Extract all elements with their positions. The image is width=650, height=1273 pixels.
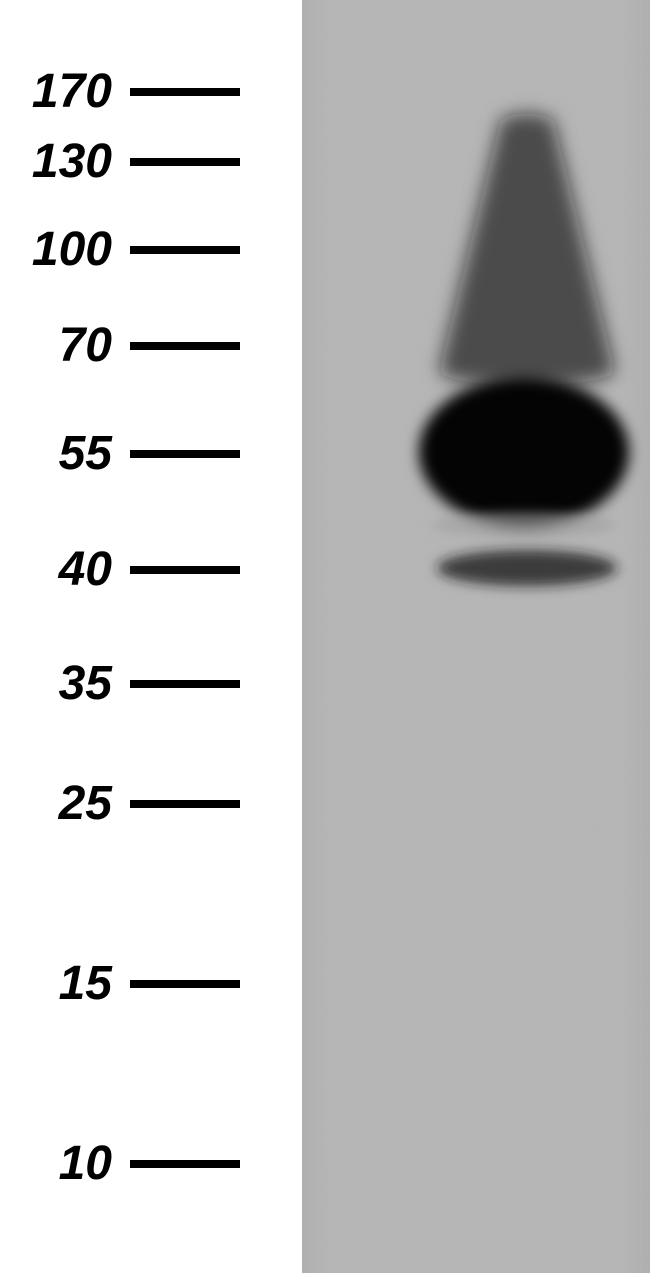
ladder-label: 10 <box>0 1136 130 1191</box>
ladder-marker-170: 170 <box>0 64 300 119</box>
ladder-label: 35 <box>0 656 130 711</box>
ladder-marker-70: 70 <box>0 318 300 373</box>
ladder-marker-15: 15 <box>0 956 300 1011</box>
band-main-band-55 <box>419 377 629 527</box>
ladder-tick <box>130 450 240 458</box>
western-blot-lane <box>302 0 650 1273</box>
ladder-tick <box>130 88 240 96</box>
ladder-marker-25: 25 <box>0 776 300 831</box>
ladder-tick <box>130 980 240 988</box>
ladder-label: 70 <box>0 318 130 373</box>
ladder-tick <box>130 158 240 166</box>
ladder-marker-130: 130 <box>0 134 300 189</box>
ladder-tick <box>130 566 240 574</box>
band-gap-ghost <box>432 512 616 538</box>
band-lower-band-40 <box>437 550 617 586</box>
ladder-label: 130 <box>0 134 130 189</box>
ladder-label: 40 <box>0 542 130 597</box>
ladder-label: 15 <box>0 956 130 1011</box>
ladder-label: 100 <box>0 222 130 277</box>
ladder-marker-35: 35 <box>0 656 300 711</box>
ladder-tick <box>130 680 240 688</box>
ladder-tick <box>130 246 240 254</box>
ladder-marker-40: 40 <box>0 542 300 597</box>
ladder-tick <box>130 342 240 350</box>
blot-svg <box>302 0 650 1273</box>
ladder-label: 55 <box>0 426 130 481</box>
ladder-tick <box>130 1160 240 1168</box>
ladder-label: 170 <box>0 64 130 119</box>
membrane-noise <box>302 0 650 1273</box>
ladder-marker-10: 10 <box>0 1136 300 1191</box>
ladder-marker-100: 100 <box>0 222 300 277</box>
ladder-label: 25 <box>0 776 130 831</box>
ladder-tick <box>130 800 240 808</box>
ladder-marker-55: 55 <box>0 426 300 481</box>
molecular-weight-ladder: 170 130 100 70 55 40 35 25 15 10 <box>0 0 300 1273</box>
